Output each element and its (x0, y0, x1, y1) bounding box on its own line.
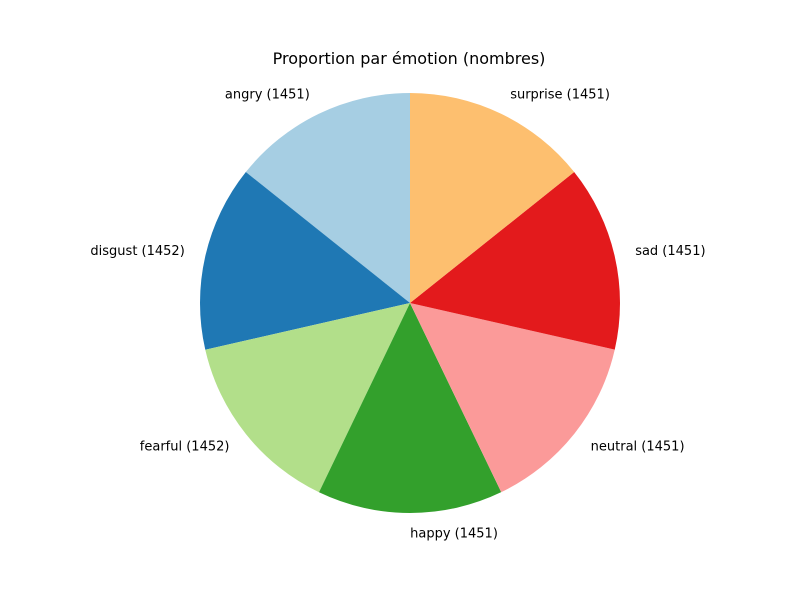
pie-slice-1 (200, 172, 410, 350)
pie-slice-6 (410, 93, 575, 303)
pie-slice-label-4: neutral (1451) (591, 439, 685, 454)
pie-slice-5 (410, 172, 620, 350)
pie-slice-label-5: sad (1451) (635, 244, 705, 259)
pie-slice-3 (319, 303, 502, 514)
pie-slice-2 (205, 303, 410, 493)
pie-slice-label-0: angry (1451) (225, 87, 310, 102)
pie-slices (200, 93, 620, 514)
pie-slice-4 (410, 303, 615, 493)
pie-slice-label-6: surprise (1451) (510, 87, 610, 102)
pie-slice-label-3: happy (1451) (410, 527, 498, 542)
pie-slice-0 (245, 93, 410, 303)
pie-slice-label-1: disgust (1452) (90, 244, 184, 259)
chart-title: Proportion par émotion (nombres) (273, 49, 546, 68)
pie-labels: angry (1451) disgust (1452) fearful (1452)… (90, 87, 705, 541)
pie-slice-label-2: fearful (1452) (140, 440, 230, 455)
